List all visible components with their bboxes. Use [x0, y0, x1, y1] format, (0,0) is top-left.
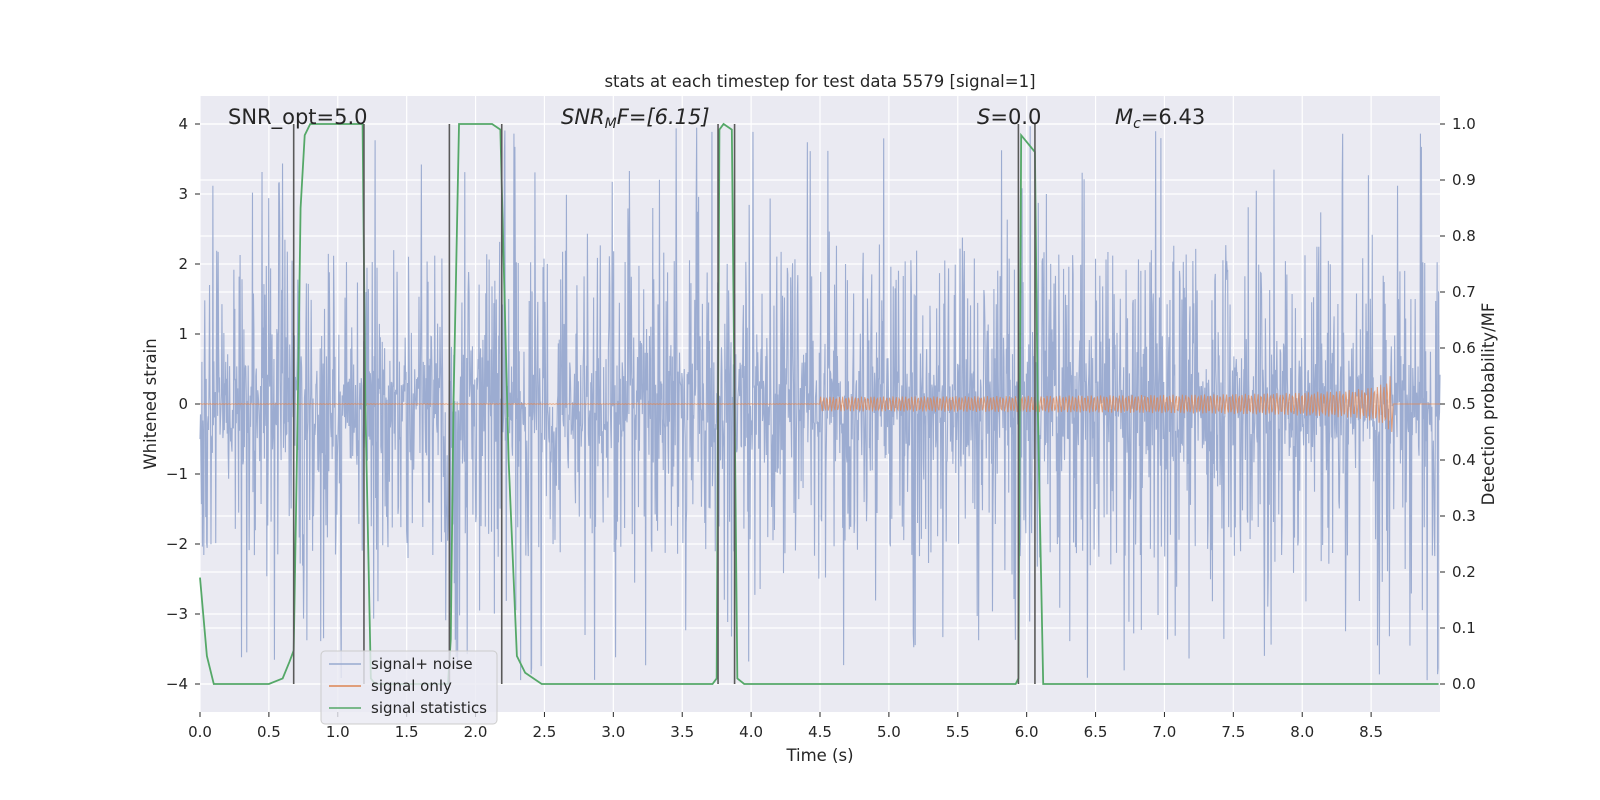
y-left-tick-label: −2	[166, 535, 188, 553]
y-right-tick-label: 0.1	[1452, 619, 1476, 637]
y-right-tick-label: 0.3	[1452, 507, 1476, 525]
y-left-tick-label: 0	[178, 395, 188, 413]
x-tick-label: 3.5	[670, 723, 694, 741]
y-left-tick-label: 3	[178, 185, 188, 203]
x-tick-label: 2.5	[533, 723, 557, 741]
signal-statistics-series	[199, 122, 1439, 685]
x-tick-label: 2.0	[464, 723, 488, 741]
y-right-tick-label: 0.0	[1452, 675, 1476, 693]
x-tick-label: 7.0	[1153, 723, 1177, 741]
legend-label-stats: signal statistics	[371, 699, 487, 717]
x-tick-label: 0.5	[257, 723, 281, 741]
y-left-tick-label: −3	[166, 605, 188, 623]
x-tick-label: 4.5	[808, 723, 832, 741]
signal-noise-series	[199, 126, 1441, 681]
y-right-axis-label: Detection probability/MF	[1479, 303, 1498, 506]
y-left-tick-label: 4	[178, 115, 188, 133]
annotation-s: S=0.0	[977, 105, 1041, 129]
y-left-tick-label: 1	[178, 325, 188, 343]
signal-trace	[199, 376, 1440, 433]
x-tick-label: 8.5	[1359, 723, 1383, 741]
x-tick-label: 5.5	[946, 723, 970, 741]
y-right-tick-label: 0.9	[1452, 171, 1476, 189]
x-tick-label: 6.5	[1084, 723, 1108, 741]
y-left-tick-label: −1	[166, 465, 188, 483]
y-right-tick-label: 0.7	[1452, 283, 1476, 301]
y-right-tick-label: 0.4	[1452, 451, 1476, 469]
noise-trace	[199, 126, 1441, 681]
annotation-snr-opt: SNR_opt=5.0	[228, 105, 368, 130]
legend-box	[320, 650, 498, 725]
legend-label-signal: signal only	[371, 677, 452, 695]
y-left-axis-label: Whitened strain	[141, 338, 160, 469]
y-right-tick-label: 0.6	[1452, 339, 1476, 357]
legend: signal+ noise signal only signal statist…	[320, 650, 498, 725]
x-tick-label: 0.0	[188, 723, 212, 741]
y-left-axis-ticks: 4 3 2 1 0 −1 −2 −3 −4	[166, 115, 200, 693]
chart-title: stats at each timestep for test data 557…	[604, 72, 1035, 91]
x-tick-label: 3.0	[601, 723, 625, 741]
x-tick-label: 4.0	[739, 723, 763, 741]
y-right-tick-label: 0.5	[1452, 395, 1476, 413]
x-tick-label: 1.0	[326, 723, 350, 741]
annotation-mc: Mc=6.43	[1115, 105, 1205, 132]
y-right-tick-label: 0.2	[1452, 563, 1476, 581]
vertical-markers	[292, 124, 1036, 684]
legend-label-noise: signal+ noise	[371, 655, 473, 673]
x-tick-label: 7.5	[1221, 723, 1245, 741]
y-right-tick-label: 1.0	[1452, 115, 1476, 133]
x-tick-label: 1.5	[395, 723, 419, 741]
x-tick-label: 8.0	[1290, 723, 1314, 741]
y-left-tick-label: 2	[178, 255, 188, 273]
signal-only-series	[199, 376, 1440, 433]
annotation-snr-mf: SNRMF=[6.15]	[561, 105, 710, 132]
y-left-tick-label: −4	[166, 675, 188, 693]
y-right-axis-ticks: 1.0 0.9 0.8 0.7 0.6 0.5 0.4 0.3 0.2 0.1 0.0	[1440, 115, 1476, 693]
x-axis-label: Time (s)	[785, 746, 853, 765]
x-axis-ticks: 0.0 0.5 1.0 1.5 2.0 2.5 3.0 3.5 4.0 4.5 5.0 5.5 6.0 6…	[188, 712, 1383, 741]
x-tick-label: 6.0	[1015, 723, 1039, 741]
statistics-trace	[199, 122, 1439, 685]
x-tick-label: 5.0	[877, 723, 901, 741]
y-right-tick-label: 0.8	[1452, 227, 1476, 245]
